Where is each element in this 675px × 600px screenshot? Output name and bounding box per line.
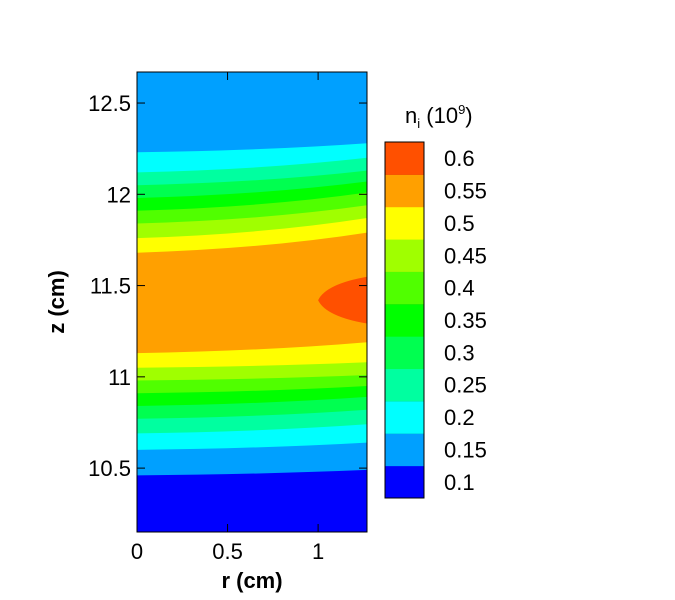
colorbar-swatch (385, 400, 424, 434)
x-axis-title: r (cm) (221, 568, 282, 593)
colorbar-labels: 0.1 0.15 0.2 0.25 0.3 0.35 0.4 0.45 0.5 0.55 0.6 (444, 146, 487, 495)
y-tick-label: 11 (108, 365, 131, 390)
y-tick-label: 11.5 (90, 274, 131, 299)
colorbar-label: 0.55 (444, 179, 487, 204)
colorbar-swatch (385, 303, 424, 337)
contour-band-17 (137, 72, 367, 153)
colorbar-title: ni (109) (405, 102, 473, 131)
y-axis-ticks: 10.5 11 11.5 12 12.5 (88, 91, 367, 481)
y-tick-label: 12 (107, 182, 131, 207)
colorbar-swatch (385, 368, 424, 402)
colorbar-label: 0.6 (444, 146, 475, 171)
colorbar-swatch (385, 206, 424, 240)
colorbar-swatch (385, 142, 424, 175)
colorbar-swatch (385, 336, 424, 370)
colorbar-label: 0.35 (444, 308, 487, 333)
contour-plot-area (136, 71, 368, 533)
x-tick-label: 0.5 (212, 539, 243, 564)
colorbar-swatch (385, 465, 424, 499)
colorbar-label: 0.15 (444, 437, 487, 462)
x-axis-ticks: 0 0.5 1 (131, 72, 324, 564)
colorbar-label: 0.3 (444, 340, 475, 365)
colorbar-swatch (385, 174, 424, 208)
colorbar-swatches (385, 141, 424, 499)
colorbar-label: 0.45 (444, 243, 487, 268)
colorbar-swatch (385, 239, 424, 272)
contour-bands (137, 72, 367, 476)
y-tick-label: 10.5 (88, 456, 131, 481)
plot-frame (136, 71, 368, 533)
colorbar-label: 0.1 (444, 470, 475, 495)
y-axis-title: z (cm) (44, 270, 69, 334)
colorbar-swatch (385, 433, 424, 467)
colorbar: ni (109) 0.1 0.15 0.2 0.25 0.3 0.35 0.4 0.45 0.5… (384, 102, 487, 499)
x-tick-label: 0 (131, 539, 143, 564)
colorbar-label: 0.5 (444, 211, 475, 236)
colorbar-swatch (385, 271, 424, 305)
contour-peak-region (318, 276, 367, 324)
colorbar-label: 0.2 (444, 405, 475, 430)
x-tick-label: 1 (312, 539, 324, 564)
y-tick-label: 12.5 (88, 91, 131, 116)
colorbar-label: 0.4 (444, 276, 475, 301)
colorbar-label: 0.25 (444, 373, 487, 398)
colorbar-frame (384, 141, 425, 499)
